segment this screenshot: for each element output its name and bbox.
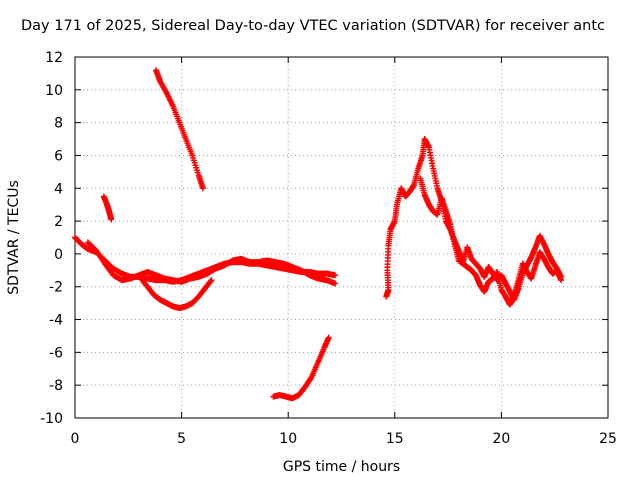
data-point [558, 277, 565, 284]
x-tick-label: 0 [71, 431, 80, 447]
data-point [325, 334, 332, 341]
data-point [208, 277, 215, 284]
y-tick-label: 4 [54, 181, 63, 197]
y-tick-label: -6 [49, 345, 63, 361]
y-tick-label: 2 [54, 214, 63, 230]
series-track-g [383, 136, 565, 303]
series-track-f [270, 334, 332, 402]
x-tick-label: 15 [386, 431, 404, 447]
y-tick-label: 12 [45, 50, 63, 66]
data-point [199, 185, 206, 192]
x-axis-label: GPS time / hours [283, 459, 400, 475]
chart-title: Day 171 of 2025, Sidereal Day-to-day VTE… [21, 18, 605, 34]
series-track-e [100, 193, 115, 223]
y-tick-label: -4 [49, 313, 63, 329]
y-tick-label: 6 [54, 148, 63, 164]
data-points [72, 67, 565, 402]
x-tick-label: 20 [492, 431, 510, 447]
x-tick-label: 25 [599, 431, 617, 447]
axis-ticks: 0 5 10 15 20 25 -10 -8 -6 -4 -2 0 2 4 6 8 10 12 [40, 50, 617, 447]
data-point [332, 280, 339, 287]
plot-frame [74, 56, 609, 419]
series-track-d [153, 67, 206, 192]
series-track-c [138, 275, 215, 312]
y-tick-label: -8 [49, 378, 63, 394]
x-tick-label: 5 [177, 431, 186, 447]
y-axis-label: SDTVAR / TECUs [6, 180, 22, 295]
series-track-h [417, 175, 565, 308]
data-point [332, 272, 339, 279]
data-point [207, 278, 214, 285]
data-point [307, 375, 314, 382]
y-tick-label: -10 [40, 411, 63, 427]
data-point [108, 216, 115, 223]
y-tick-label: 8 [54, 116, 63, 132]
x-tick-label: 10 [279, 431, 297, 447]
y-tick-label: 0 [54, 247, 63, 263]
y-tick-label: 10 [45, 83, 63, 99]
grid-lines [75, 57, 608, 418]
y-tick-label: -2 [49, 280, 63, 296]
series-track-b [84, 239, 339, 287]
